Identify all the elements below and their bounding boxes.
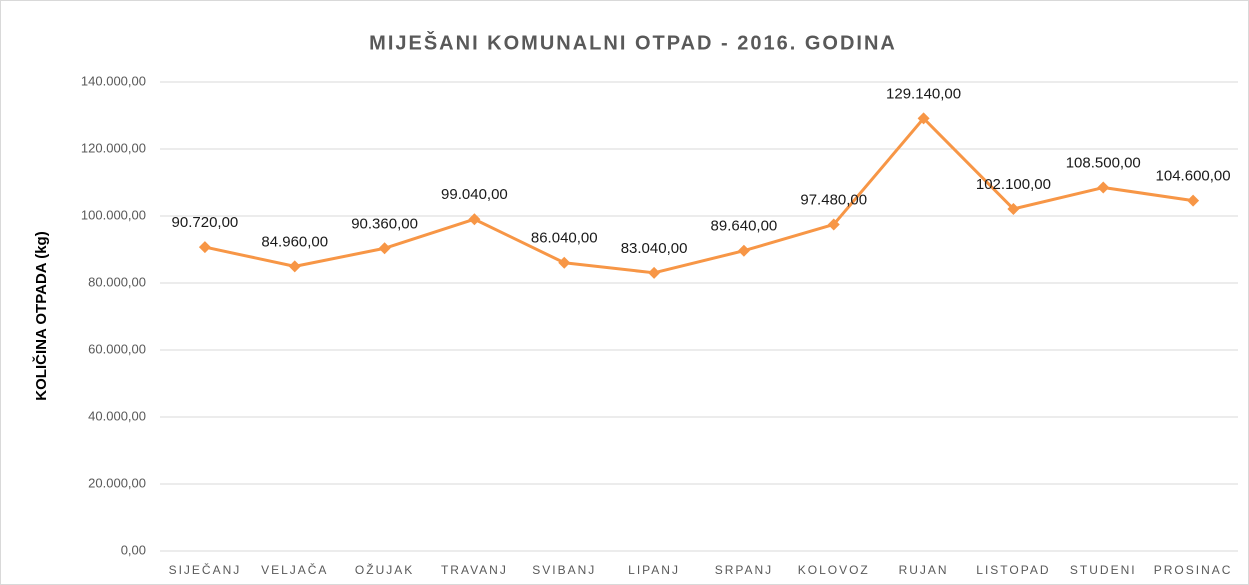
y-axis-label: KOLIČINA OTPADA (kg) <box>32 231 50 400</box>
y-tick-label: 80.000,00 <box>88 274 146 289</box>
x-tick-label: LISTOPAD <box>976 563 1050 577</box>
data-label: 102.100,00 <box>976 176 1051 193</box>
data-label: 84.960,00 <box>261 233 328 250</box>
data-point <box>648 266 661 279</box>
data-point <box>827 218 840 231</box>
x-tick-label: RUJAN <box>899 563 949 577</box>
data-label: 90.360,00 <box>351 215 418 232</box>
data-label: 129.140,00 <box>886 85 961 102</box>
x-tick-label: STUDENI <box>1070 563 1137 577</box>
y-tick-label: 120.000,00 <box>81 140 146 155</box>
x-tick-label: VELJAČA <box>261 562 328 577</box>
data-point <box>737 244 750 257</box>
x-tick-label: SRPANJ <box>715 563 773 577</box>
series-line <box>204 116 1194 275</box>
data-label: 97.480,00 <box>800 191 867 208</box>
y-tick-label: 100.000,00 <box>81 207 146 222</box>
y-tick-label: 0,00 <box>121 542 146 557</box>
data-point <box>1187 194 1200 207</box>
data-point <box>378 242 391 255</box>
chart-title: MIJEŠANI KOMUNALNI OTPAD - 2016. GODINA <box>369 30 897 54</box>
data-point <box>1097 181 1110 194</box>
data-point <box>917 112 930 125</box>
y-tick-label: 20.000,00 <box>88 475 146 490</box>
data-label: 99.040,00 <box>441 186 508 203</box>
y-tick-label: 140.000,00 <box>81 73 146 88</box>
data-label: 86.040,00 <box>531 230 598 247</box>
x-tick-label: PROSINAC <box>1154 563 1233 577</box>
y-tick-label: 40.000,00 <box>88 408 146 423</box>
data-label: 104.600,00 <box>1156 168 1231 185</box>
data-label: 89.640,00 <box>711 218 778 235</box>
data-point <box>198 241 211 254</box>
data-point <box>468 213 481 226</box>
x-tick-label: SIJEČANJ <box>169 562 242 577</box>
data-label: 83.040,00 <box>621 240 688 257</box>
x-tick-label: LIPANJ <box>628 563 680 577</box>
x-tick-label: TRAVANJ <box>441 563 508 577</box>
data-label: 90.720,00 <box>172 214 239 231</box>
data-point <box>558 256 571 269</box>
x-tick-label: SVIBANJ <box>532 563 596 577</box>
data-point <box>1007 202 1020 215</box>
x-tick-label: KOLOVOZ <box>798 563 870 577</box>
data-point <box>288 260 301 273</box>
x-tick-label: OŽUJAK <box>355 562 414 577</box>
y-tick-label: 60.000,00 <box>88 341 146 356</box>
data-label: 108.500,00 <box>1066 154 1141 171</box>
